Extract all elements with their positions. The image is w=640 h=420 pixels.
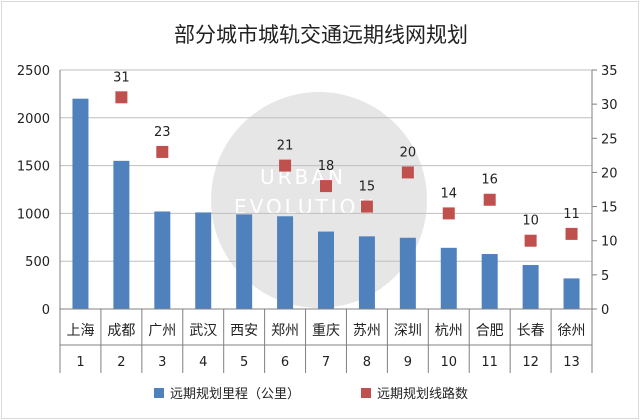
category-label: 成都 [107, 323, 135, 339]
left-tick-label: 500 [25, 255, 50, 270]
category-index-label: 3 [158, 355, 166, 370]
category-index-label: 10 [440, 355, 457, 370]
right-tick-label: 10 [601, 235, 618, 250]
data-label: 11 [563, 207, 580, 222]
category-index-label: 5 [240, 355, 248, 370]
category-index-label: 2 [117, 355, 125, 370]
category-index-label: 12 [522, 355, 539, 370]
category-index-label: 7 [322, 355, 330, 370]
left-tick-label: 1000 [17, 207, 50, 222]
right-axis: 0 5 10 15 20 25 30 35 [591, 64, 618, 318]
legend-bar-swatch [154, 388, 164, 398]
left-tick-label: 2000 [17, 112, 50, 127]
data-label: 23 [154, 125, 171, 140]
left-tick-label: 2500 [17, 64, 50, 79]
category-label: 西安 [230, 323, 258, 339]
legend-point-label: 远期规划线路数 [377, 386, 468, 402]
category-label: 徐州 [558, 323, 586, 339]
data-label: 21 [277, 139, 294, 154]
bar [318, 231, 334, 309]
bar [113, 160, 130, 309]
category-label: 杭州 [435, 323, 463, 339]
scatter-point [279, 159, 292, 172]
scatter-point [115, 91, 128, 104]
category-index-label: 6 [281, 355, 289, 370]
bar [481, 254, 498, 309]
category-label: 重庆 [312, 323, 340, 339]
chart-title: 部分城市城轨交通远期线网规划 [174, 23, 468, 47]
category-label: 苏州 [353, 323, 381, 339]
bar [277, 216, 294, 309]
bar [563, 278, 580, 309]
scatter-point [565, 227, 578, 240]
scatter-point [401, 166, 414, 179]
right-tick-label: 25 [601, 132, 618, 147]
data-label: 16 [481, 173, 498, 188]
category-label: 武汉 [189, 323, 217, 339]
scatter-point [360, 200, 373, 213]
right-tick-label: 20 [601, 166, 618, 181]
category-index-label: 11 [481, 355, 498, 370]
category-label: 广州 [148, 323, 176, 339]
category-index-label: 1 [76, 355, 84, 370]
data-label: 14 [440, 186, 457, 201]
scatter-point [320, 180, 332, 193]
right-tick-label: 5 [601, 269, 609, 284]
bar [195, 212, 212, 309]
scatter-point [156, 145, 169, 158]
category-label: 郑州 [271, 323, 299, 339]
data-label: 31 [113, 70, 130, 85]
category-label: 上海 [66, 323, 94, 339]
bar [72, 98, 89, 310]
bar-series [72, 98, 580, 310]
bar [154, 211, 171, 309]
scatter-series: 31 23 21 18 15 20 14 16 10 11 [113, 70, 580, 247]
category-index-label: 4 [199, 355, 207, 370]
scatter-point [524, 234, 537, 247]
bar [440, 247, 457, 309]
legend: 远期规划里程（公里） 远期规划线路数 [154, 386, 468, 402]
watermark-line2: EVOLUTION [234, 195, 376, 219]
right-tick-label: 35 [601, 64, 618, 79]
category-label: 长春 [517, 323, 545, 339]
bar [236, 214, 253, 309]
left-tick-label: 1500 [17, 160, 50, 175]
data-label: 15 [359, 180, 376, 195]
bar [399, 237, 416, 309]
data-label: 10 [522, 214, 539, 229]
right-tick-label: 30 [601, 98, 618, 113]
category-label: 深圳 [394, 323, 422, 339]
category-index-label: 8 [363, 355, 371, 370]
category-index-label: 9 [404, 355, 412, 370]
category-label: 合肥 [476, 323, 504, 339]
left-tick-label: 0 [42, 303, 50, 318]
bar [358, 236, 375, 309]
legend-point-swatch [361, 388, 371, 398]
right-tick-label: 0 [601, 303, 609, 318]
left-axis: 0 500 1000 1500 2000 2500 [17, 64, 61, 318]
scatter-point [442, 207, 455, 220]
data-label: 18 [318, 159, 335, 174]
legend-bar-label: 远期规划里程（公里） [170, 387, 300, 402]
right-tick-label: 15 [601, 201, 618, 216]
bar [522, 265, 539, 309]
data-label: 20 [400, 145, 417, 160]
category-index-label: 13 [563, 355, 580, 370]
scatter-point [483, 193, 496, 206]
category-axis: 上海 1 成都 2 广州 3 武汉 4 西安 5 郑州 6 重庆 7 苏州 8 深圳 9 杭州 10 合肥 11 长春 12 徐… [59, 308, 593, 373]
